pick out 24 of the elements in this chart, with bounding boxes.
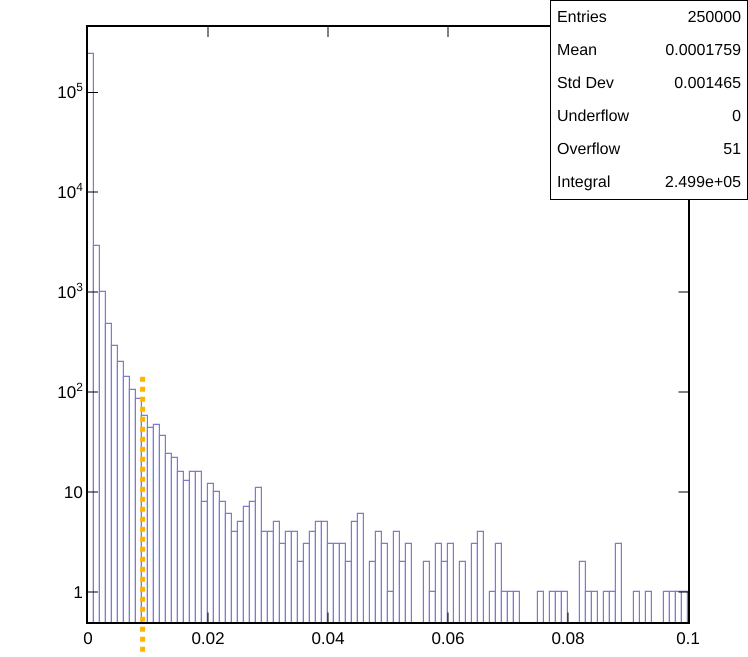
x-tick-label: 0.1 <box>676 629 700 648</box>
y-tick-label: 10$^{3}$ <box>57 280 84 302</box>
annotation: Underflow <box>556 106 630 126</box>
annotation: 0.0001759 <box>664 40 742 60</box>
annotation: Std Dev <box>556 74 615 94</box>
text: 250000 <box>686 8 742 28</box>
annotation: 0.001465 <box>673 74 742 94</box>
x-tick-label: 0.02 <box>191 629 225 648</box>
annotation: 2.499e+05 <box>664 172 742 192</box>
text: 51 <box>722 140 742 160</box>
text: Entries <box>556 8 608 28</box>
x-tick-label: 0 <box>83 629 93 648</box>
y-tick-label: 10$^{2}$ <box>57 380 84 402</box>
x-tick-label: 0.04 <box>311 629 345 648</box>
x-tick-label: 0.08 <box>551 629 585 648</box>
y-tick-label: 1 <box>73 582 83 602</box>
y-tick-label: 10$^{5}$ <box>57 80 84 102</box>
annotation: Mean <box>556 40 598 60</box>
text: 0 <box>731 106 742 126</box>
annotation: Integral <box>556 172 612 192</box>
y-tick-label: 10$^{4}$ <box>57 180 84 202</box>
annotation: Overflow <box>556 140 622 160</box>
y-tick-label: 10 <box>64 482 83 502</box>
x-tick-label: 0.06 <box>431 629 465 648</box>
